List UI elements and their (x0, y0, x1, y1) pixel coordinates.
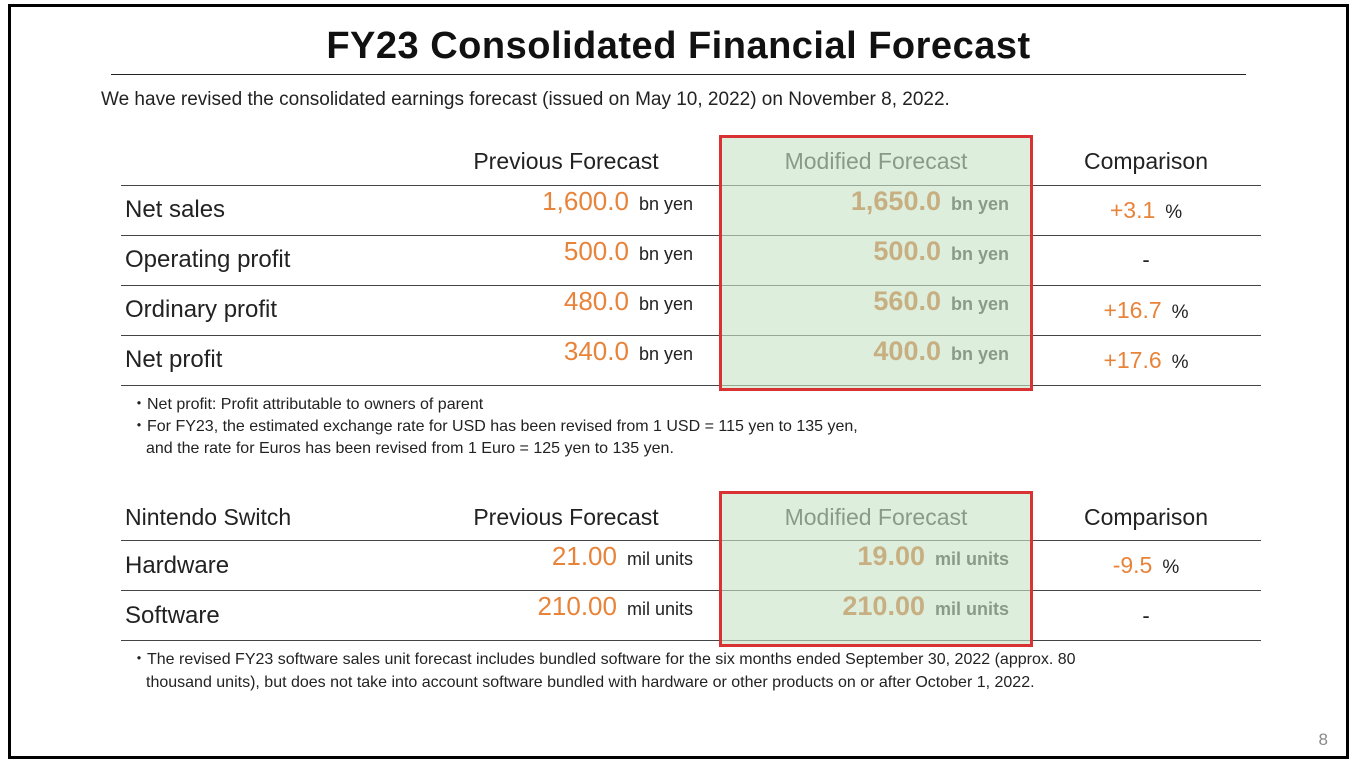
slide-frame: FY23 Consolidated Financial Forecast We … (8, 4, 1349, 759)
prev-cell: 1,600.0 bn yen (411, 186, 721, 235)
header-blank (121, 139, 411, 185)
comp-unit: % (1172, 352, 1189, 374)
comp-cell: +17.6% (1031, 347, 1261, 374)
prev-cell: 210.00 mil units (411, 591, 721, 640)
prev-unit: bn yen (639, 344, 693, 365)
prev-cell: 340.0 bn yen (411, 336, 721, 385)
header-comparison: Comparison (1031, 139, 1261, 185)
row-label: Software (121, 591, 411, 641)
row-label: Ordinary profit (121, 285, 411, 335)
table-header-row: Previous Forecast Modified Forecast Comp… (121, 139, 1261, 185)
note-line: ・Net profit: Profit attributable to owne… (131, 394, 1276, 416)
mod-unit: bn yen (951, 294, 1009, 315)
prev-unit: bn yen (639, 244, 693, 265)
mod-cell: 19.00 mil units (721, 541, 1031, 590)
header-nintendo-switch: Nintendo Switch (121, 495, 411, 541)
mod-cell: 560.0 bn yen (721, 286, 1031, 335)
note-line: and the rate for Euros has been revised … (131, 438, 1276, 460)
mod-value: 19.00 (857, 541, 925, 572)
prev-cell: 480.0 bn yen (411, 286, 721, 335)
row-label: Operating profit (121, 235, 411, 285)
prev-cell: 21.00 mil units (411, 541, 721, 590)
prev-value: 480.0 (564, 286, 629, 317)
prev-unit: mil units (627, 599, 693, 620)
mod-cell: 400.0 bn yen (721, 336, 1031, 385)
header-modified-forecast: Modified Forecast (721, 139, 1031, 185)
page-number: 8 (1319, 730, 1328, 750)
financial-table-wrap: Previous Forecast Modified Forecast Comp… (121, 139, 1256, 386)
table-row: Software 210.00 mil units 210.00 mil units… (121, 591, 1261, 641)
table-row: Net profit 340.0 bn yen 400.0 bn yen +17.6… (121, 335, 1261, 385)
table-header-row: Nintendo Switch Previous Forecast Modifi… (121, 495, 1261, 541)
prev-unit: bn yen (639, 294, 693, 315)
comp-unit: % (1165, 202, 1182, 224)
header-modified-forecast: Modified Forecast (721, 495, 1031, 541)
row-label: Net sales (121, 185, 411, 235)
mod-unit: mil units (935, 549, 1009, 570)
note-line: ・The revised FY23 software sales unit fo… (131, 649, 1276, 671)
financial-forecast-table: Previous Forecast Modified Forecast Comp… (121, 139, 1261, 386)
prev-value: 210.00 (537, 591, 617, 622)
mod-unit: bn yen (951, 244, 1009, 265)
mod-value: 1,650.0 (851, 186, 941, 217)
prev-unit: bn yen (639, 194, 693, 215)
comp-cell: +16.7% (1031, 297, 1261, 324)
comp-unit: % (1172, 302, 1189, 324)
switch-forecast-table: Nintendo Switch Previous Forecast Modifi… (121, 495, 1261, 642)
mod-value: 560.0 (873, 286, 941, 317)
comp-value: +3.1 (1110, 197, 1155, 224)
page-title: FY23 Consolidated Financial Forecast (111, 25, 1246, 75)
prev-cell: 500.0 bn yen (411, 236, 721, 285)
note-line: ・For FY23, the estimated exchange rate f… (131, 416, 1276, 438)
table-row: Ordinary profit 480.0bn yen 560.0bn yen … (121, 285, 1261, 335)
mod-unit: mil units (935, 599, 1009, 620)
note-line: thousand units), but does not take into … (131, 672, 1276, 694)
prev-unit: mil units (627, 549, 693, 570)
comp-value: -9.5 (1113, 552, 1153, 579)
comp-unit: % (1162, 557, 1179, 579)
header-previous-forecast: Previous Forecast (411, 495, 721, 541)
table-row: Net sales 1,600.0 bn yen 1,650.0 bn yen +3… (121, 185, 1261, 235)
table-row: Hardware 21.00 mil units 19.00 mil units -… (121, 541, 1261, 591)
row-label: Hardware (121, 541, 411, 591)
switch-table-wrap: Nintendo Switch Previous Forecast Modifi… (121, 495, 1256, 642)
mod-unit: bn yen (951, 194, 1009, 215)
subtitle-text: We have revised the consolidated earning… (101, 89, 1276, 111)
prev-value: 500.0 (564, 236, 629, 267)
comp-value: +16.7 (1103, 297, 1161, 324)
mod-unit: bn yen (951, 344, 1009, 365)
switch-table-notes: ・The revised FY23 software sales unit fo… (131, 649, 1276, 694)
prev-value: 1,600.0 (542, 186, 629, 217)
prev-value: 21.00 (552, 541, 617, 572)
financial-table-notes: ・Net profit: Profit attributable to owne… (131, 394, 1276, 461)
comp-cell: -9.5% (1031, 552, 1261, 579)
header-comparison: Comparison (1031, 495, 1261, 541)
mod-value: 500.0 (873, 236, 941, 267)
row-label: Net profit (121, 335, 411, 385)
comp-dash: - (1031, 603, 1261, 629)
mod-value: 400.0 (873, 336, 941, 367)
table-row: Operating profit 500.0 bn yen 500.0 bn yen… (121, 235, 1261, 285)
mod-cell: 210.00 mil units (721, 591, 1031, 640)
mod-cell: 500.0 bn yen (721, 236, 1031, 285)
comp-value: +17.6 (1103, 347, 1161, 374)
prev-value: 340.0 (564, 336, 629, 367)
comp-cell: +3.1% (1031, 197, 1261, 224)
mod-value: 210.00 (842, 591, 925, 622)
comp-dash: - (1031, 247, 1261, 273)
mod-cell: 1,650.0 bn yen (721, 186, 1031, 235)
header-previous-forecast: Previous Forecast (411, 139, 721, 185)
